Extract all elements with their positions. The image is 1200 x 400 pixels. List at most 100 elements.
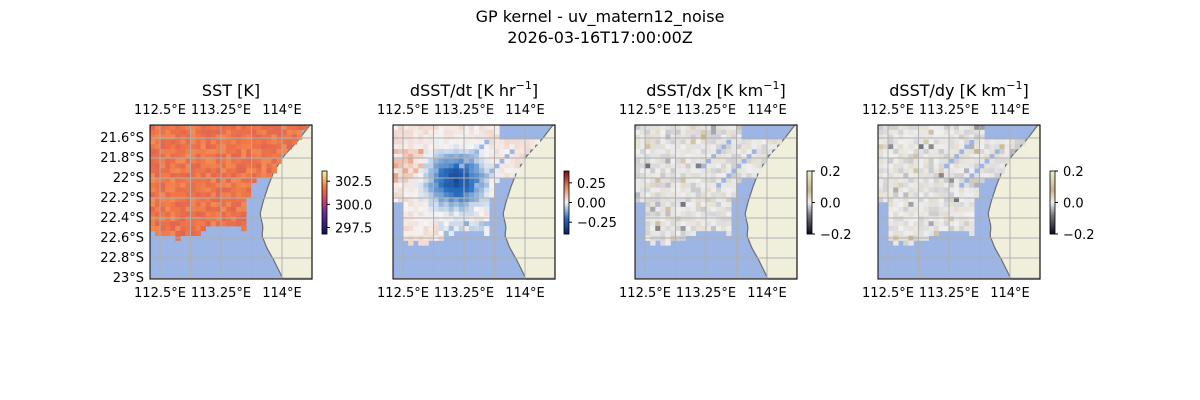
heatmap-cell bbox=[913, 129, 919, 135]
heatmap-cell bbox=[898, 226, 904, 232]
heatmap-cell bbox=[670, 202, 676, 208]
heatmap-cell bbox=[514, 168, 520, 174]
heatmap-cell bbox=[408, 134, 414, 140]
heatmap-cell bbox=[195, 182, 201, 188]
heatmap-cell bbox=[695, 149, 702, 155]
heatmap-cell bbox=[660, 230, 666, 236]
heatmap-cell bbox=[489, 139, 495, 145]
heatmap-cell bbox=[665, 240, 671, 246]
heatmap-cell bbox=[251, 173, 257, 179]
heatmap-cell bbox=[403, 163, 409, 169]
lat-tick-label: 21.6°S bbox=[100, 131, 144, 146]
heatmap-cell bbox=[938, 153, 945, 159]
heatmap-cell bbox=[695, 216, 702, 222]
heatmap-cell bbox=[736, 134, 742, 140]
heatmap-cell bbox=[953, 144, 960, 150]
heatmap-cell bbox=[731, 182, 737, 188]
heatmap-cell bbox=[943, 153, 950, 159]
heatmap-cell bbox=[979, 168, 985, 174]
heatmap-cell bbox=[959, 129, 965, 135]
heatmap-cell bbox=[403, 202, 409, 208]
heatmap-cell bbox=[443, 177, 449, 184]
heatmap-cell bbox=[913, 168, 919, 174]
heatmap-cell bbox=[660, 125, 666, 131]
heatmap-cell bbox=[443, 202, 449, 208]
heatmap-cell bbox=[938, 216, 945, 222]
heatmap-cell bbox=[185, 129, 191, 135]
heatmap-cell bbox=[923, 129, 929, 135]
heatmap-cell bbox=[655, 226, 661, 232]
heatmap-cell bbox=[933, 125, 940, 131]
colorbar-segment bbox=[1050, 211, 1055, 214]
heatmap-cell bbox=[200, 144, 206, 150]
heatmap-cell bbox=[398, 125, 404, 131]
panel-2: dSST/dt [K hr−1]112.5°E112.5°E113.25°E11… bbox=[377, 79, 617, 301]
heatmap-cell bbox=[888, 197, 894, 203]
heatmap-cell bbox=[190, 149, 196, 155]
colorbar-segment bbox=[564, 221, 569, 224]
heatmap-cell bbox=[271, 153, 277, 159]
heatmap-cell bbox=[746, 149, 752, 155]
heatmap-cell bbox=[231, 129, 237, 135]
heatmap-cell bbox=[408, 240, 414, 246]
heatmap-cell bbox=[220, 173, 227, 179]
heatmap-cell bbox=[494, 134, 500, 140]
heatmap-cell bbox=[499, 144, 505, 150]
heatmap-cell bbox=[241, 163, 247, 169]
heatmap-cell bbox=[928, 206, 934, 212]
heatmap-cell bbox=[438, 216, 444, 222]
lon-tick-label-bottom: 113.25°E bbox=[191, 286, 251, 301]
heatmap-cell bbox=[1009, 144, 1015, 150]
heatmap-cell bbox=[236, 134, 242, 140]
heatmap-cell bbox=[433, 158, 439, 164]
colorbar-segment bbox=[322, 196, 327, 199]
heatmap-cell bbox=[953, 216, 960, 222]
heatmap-cell bbox=[393, 197, 399, 203]
colorbar-segment bbox=[564, 204, 569, 206]
heatmap-cell bbox=[266, 129, 272, 135]
heatmap-cell bbox=[403, 192, 409, 198]
heatmap-cell bbox=[736, 144, 742, 150]
colorbar-segment bbox=[564, 208, 569, 211]
heatmap-cell bbox=[468, 206, 475, 212]
heatmap-cell bbox=[710, 139, 717, 145]
heatmap-cell bbox=[670, 149, 676, 155]
heatmap-cell bbox=[655, 149, 661, 155]
colorbar-segment bbox=[1050, 202, 1055, 205]
heatmap-cell bbox=[908, 182, 914, 188]
heatmap-cell bbox=[195, 144, 201, 150]
heatmap-cell bbox=[655, 221, 661, 227]
heatmap-cell bbox=[948, 134, 955, 140]
heatmap-cell bbox=[150, 182, 156, 188]
heatmap-cell bbox=[494, 149, 500, 155]
heatmap-cell bbox=[468, 211, 475, 217]
heatmap-cell bbox=[175, 221, 181, 227]
heatmap-cell bbox=[195, 129, 201, 135]
heatmap-cell bbox=[150, 202, 156, 208]
heatmap-cell bbox=[979, 153, 985, 159]
heatmap-cell bbox=[913, 149, 919, 155]
heatmap-cell bbox=[165, 158, 171, 164]
heatmap-cell bbox=[453, 226, 460, 232]
heatmap-cell bbox=[665, 134, 671, 140]
heatmap-cell bbox=[635, 125, 641, 131]
heatmap-cell bbox=[959, 125, 965, 131]
heatmap-cell bbox=[256, 173, 262, 179]
heatmap-cell bbox=[463, 221, 470, 227]
heatmap-cell bbox=[438, 230, 444, 236]
heatmap-cell bbox=[225, 139, 232, 145]
heatmap-cell bbox=[690, 173, 697, 179]
heatmap-cell bbox=[721, 226, 727, 232]
heatmap-cell bbox=[519, 149, 525, 155]
colorbar-segment bbox=[564, 229, 569, 232]
heatmap-cell bbox=[1004, 153, 1010, 159]
heatmap-cell bbox=[393, 149, 399, 155]
heatmap-cell bbox=[170, 226, 176, 232]
heatmap-cell bbox=[438, 125, 444, 131]
heatmap-cell bbox=[721, 163, 727, 169]
heatmap-cell bbox=[716, 134, 722, 140]
heatmap-cell bbox=[878, 187, 884, 193]
heatmap-cell bbox=[256, 125, 262, 131]
heatmap-cell bbox=[756, 139, 762, 145]
heatmap-cell bbox=[220, 202, 227, 208]
